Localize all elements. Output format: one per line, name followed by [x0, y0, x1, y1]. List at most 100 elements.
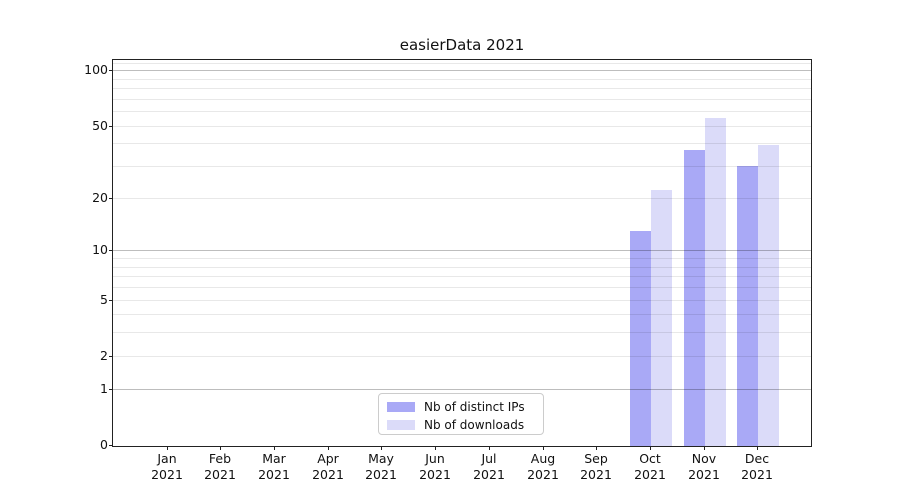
x-tick-year: 2021: [473, 467, 505, 482]
x-tick-mark-feb-2021: [220, 446, 221, 450]
gridline-minor-50: [113, 126, 811, 127]
x-tick-mark-may-2021: [381, 446, 382, 450]
chart-title: easierData 2021: [399, 36, 525, 54]
x-tick-mark-nov-2021: [704, 446, 705, 450]
y-tick-label-50: 50: [92, 118, 108, 133]
x-tick-mark-jun-2021: [435, 446, 436, 450]
x-tick-year: 2021: [312, 467, 344, 482]
x-tick-month: Apr: [317, 451, 339, 466]
gridline-minor-2: [113, 356, 811, 357]
gridline-major-1: [113, 389, 811, 390]
x-tick-label-jun-2021: Jun 2021: [407, 451, 463, 483]
legend-label-downloads: Nb of downloads: [424, 418, 525, 432]
y-tick-mark-20: [109, 198, 113, 199]
bar-distinct-ips-oct-2021: [630, 231, 651, 446]
x-tick-year: 2021: [258, 467, 290, 482]
bar-downloads-nov-2021: [705, 118, 726, 446]
gridline-minor-30: [113, 166, 811, 167]
legend: Nb of distinct IPs Nb of downloads: [378, 393, 544, 435]
gridline-minor-5: [113, 300, 811, 301]
x-tick-mark-apr-2021: [328, 446, 329, 450]
axis-spine-top: [112, 59, 812, 60]
y-tick-mark-50: [109, 126, 113, 127]
legend-item-distinct-ips: Nb of distinct IPs: [387, 398, 543, 416]
y-tick-label-1: 1: [100, 381, 108, 396]
x-tick-mark-dec-2021: [757, 446, 758, 450]
gridline-minor-110: [113, 63, 811, 64]
x-tick-label-dec-2021: Dec 2021: [729, 451, 785, 483]
x-tick-year: 2021: [580, 467, 612, 482]
bar-downloads-dec-2021: [758, 145, 779, 446]
x-tick-label-aug-2021: Aug 2021: [515, 451, 571, 483]
gridline-minor-9: [113, 258, 811, 259]
x-tick-label-feb-2021: Feb 2021: [192, 451, 248, 483]
gridline-major-100: [113, 70, 811, 71]
gridline-minor-80: [113, 88, 811, 89]
bar-downloads-oct-2021: [651, 190, 672, 446]
gridline-minor-4: [113, 314, 811, 315]
y-tick-mark-2: [109, 356, 113, 357]
x-tick-month: Jun: [425, 451, 445, 466]
axis-spine-bottom: [112, 446, 812, 447]
x-tick-month: May: [368, 451, 394, 466]
x-tick-label-apr-2021: Apr 2021: [300, 451, 356, 483]
gridline-minor-3: [113, 332, 811, 333]
x-tick-year: 2021: [419, 467, 451, 482]
gridline-minor-60: [113, 111, 811, 112]
legend-item-downloads: Nb of downloads: [387, 416, 543, 434]
x-tick-label-mar-2021: Mar 2021: [246, 451, 302, 483]
bar-distinct-ips-nov-2021: [684, 150, 705, 446]
x-tick-mark-oct-2021: [650, 446, 651, 450]
x-tick-label-jan-2021: Jan 2021: [139, 451, 195, 483]
x-tick-year: 2021: [365, 467, 397, 482]
x-tick-month: Oct: [639, 451, 661, 466]
x-tick-month: Aug: [530, 451, 556, 466]
y-tick-label-0: 0: [100, 437, 108, 452]
gridline-minor-40: [113, 143, 811, 144]
gridline-minor-7: [113, 276, 811, 277]
gridline-minor-70: [113, 99, 811, 100]
x-tick-year: 2021: [151, 467, 183, 482]
y-tick-label-5: 5: [100, 292, 108, 307]
x-tick-month: Feb: [208, 451, 232, 466]
x-tick-label-may-2021: May 2021: [353, 451, 409, 483]
plot-area: [113, 59, 811, 446]
gridline-minor-6: [113, 287, 811, 288]
x-tick-mark-mar-2021: [274, 446, 275, 450]
x-tick-year: 2021: [204, 467, 236, 482]
x-tick-label-nov-2021: Nov 2021: [676, 451, 732, 483]
x-tick-mark-jul-2021: [489, 446, 490, 450]
y-tick-mark-1: [109, 389, 113, 390]
x-tick-mark-aug-2021: [543, 446, 544, 450]
legend-swatch-distinct-ips: [387, 402, 415, 412]
axis-spine-right: [811, 59, 812, 447]
x-tick-mark-sep-2021: [596, 446, 597, 450]
y-tick-label-2: 2: [100, 348, 108, 363]
x-tick-month: Sep: [584, 451, 608, 466]
x-tick-year: 2021: [527, 467, 559, 482]
gridline-minor-90: [113, 79, 811, 80]
bar-distinct-ips-dec-2021: [737, 166, 758, 446]
x-tick-label-oct-2021: Oct 2021: [622, 451, 678, 483]
gridline-minor-20: [113, 198, 811, 199]
x-tick-month: Dec: [744, 451, 770, 466]
legend-label-distinct-ips: Nb of distinct IPs: [424, 400, 525, 414]
x-tick-mark-jan-2021: [167, 446, 168, 450]
y-tick-label-10: 10: [92, 242, 108, 257]
x-tick-month: Jul: [481, 451, 497, 466]
y-tick-mark-10: [109, 250, 113, 251]
x-tick-month: Nov: [691, 451, 717, 466]
x-tick-year: 2021: [741, 467, 773, 482]
y-tick-mark-0: [109, 445, 113, 446]
x-tick-month: Jan: [157, 451, 177, 466]
x-tick-year: 2021: [634, 467, 666, 482]
y-tick-label-100: 100: [84, 62, 108, 77]
gridline-minor-8: [113, 267, 811, 268]
y-tick-mark-100: [109, 70, 113, 71]
x-tick-label-sep-2021: Sep 2021: [568, 451, 624, 483]
x-tick-month: Mar: [262, 451, 286, 466]
y-tick-mark-5: [109, 300, 113, 301]
axis-spine-left: [112, 59, 113, 447]
y-tick-label-20: 20: [92, 190, 108, 205]
